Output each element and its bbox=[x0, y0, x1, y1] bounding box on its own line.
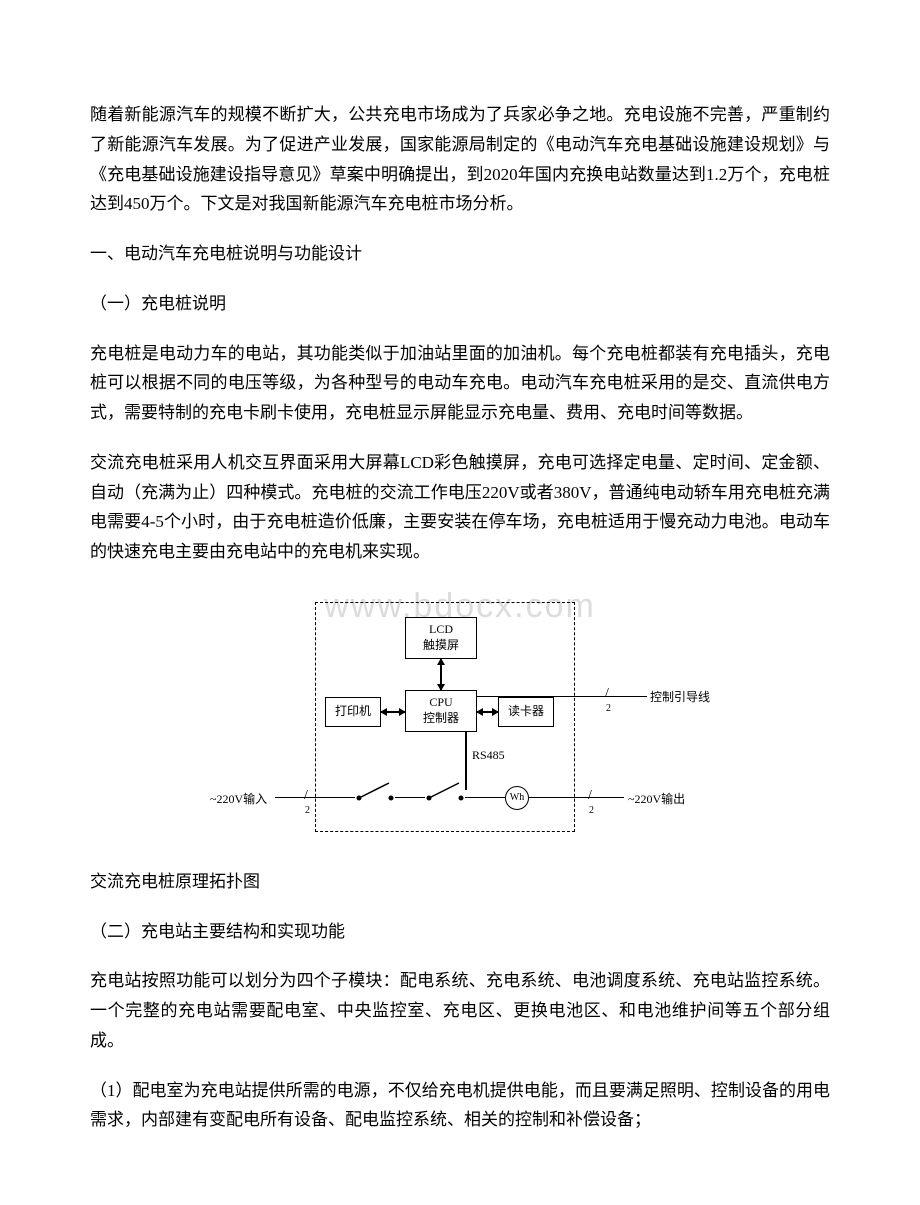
station-structure-desc: 充电站按照功能可以划分为四个子模块：配电系统、充电系统、电池调度系统、充电站监控… bbox=[90, 966, 830, 1055]
printer-box: 打印机 bbox=[325, 697, 381, 727]
subsection-1-1-heading: （一）充电桩说明 bbox=[90, 289, 830, 319]
in-slash: / bbox=[304, 789, 308, 803]
arrow-left-icon bbox=[380, 708, 387, 716]
output-220v-label: ~220V输出 bbox=[628, 789, 685, 810]
cpu-box: CPU 控制器 bbox=[405, 690, 477, 732]
wh-meter: Wh bbox=[505, 786, 529, 810]
cpu-label-1: CPU bbox=[429, 695, 452, 711]
pilot-slash-count: 2 bbox=[606, 700, 611, 718]
out-slash: / bbox=[588, 789, 592, 803]
power-in-seg1 bbox=[275, 797, 355, 799]
dist-room-desc: （1）配电室为充电站提供所需的电源，不仅给充电机提供电能，而且要满足照明、控制设… bbox=[90, 1076, 830, 1136]
ac-pile-topology-diagram: www.bdocx.com LCD 触摸屏 打印机 CPU 控制器 读卡器 bbox=[210, 587, 710, 847]
power-seg2 bbox=[395, 797, 425, 799]
cpu-wh-vert bbox=[465, 732, 467, 790]
switch-1-icon bbox=[355, 780, 395, 802]
reader-box: 读卡器 bbox=[498, 697, 554, 727]
pilot-line-label: 控制引导线 bbox=[650, 687, 710, 708]
diagram-caption: 交流充电桩原理拓扑图 bbox=[90, 867, 830, 897]
arrow-up-icon bbox=[437, 658, 445, 665]
lcd-box: LCD 触摸屏 bbox=[405, 617, 477, 659]
input-220v-label: ~220V输入 bbox=[210, 789, 267, 810]
reader-label: 读卡器 bbox=[508, 704, 544, 720]
wh-label: Wh bbox=[510, 789, 524, 807]
lcd-label-2: 触摸屏 bbox=[423, 638, 459, 654]
charging-pile-desc: 充电桩是电动力车的电站，其功能类似于加油站里面的加油机。每个充电桩都装有充电插头… bbox=[90, 339, 830, 428]
arrow-right-icon-2 bbox=[492, 708, 499, 716]
power-seg3 bbox=[465, 797, 505, 799]
cpu-label-2: 控制器 bbox=[423, 711, 459, 727]
switch-2-icon bbox=[425, 780, 465, 802]
intro-paragraph: 随着新能源汽车的规模不断扩大，公共充电市场成为了兵家必争之地。充电设施不完善，严… bbox=[90, 100, 830, 219]
pilot-slash: / bbox=[605, 687, 609, 701]
power-out-seg bbox=[529, 797, 624, 799]
ac-pile-desc: 交流充电桩采用人机交互界面采用大屏幕LCD彩色触摸屏，充电可选择定电量、定时间、… bbox=[90, 448, 830, 567]
printer-label: 打印机 bbox=[335, 704, 371, 720]
arrow-left-icon-2 bbox=[476, 708, 483, 716]
section-1-heading: 一、电动汽车充电桩说明与功能设计 bbox=[90, 239, 830, 269]
diagram-container: www.bdocx.com LCD 触摸屏 打印机 CPU 控制器 读卡器 bbox=[90, 587, 830, 847]
in-slash-count: 2 bbox=[305, 802, 310, 820]
arrow-right-icon bbox=[399, 708, 406, 716]
out-slash-count: 2 bbox=[589, 802, 594, 820]
arrow-down-icon bbox=[437, 684, 445, 691]
subsection-1-2-heading: （二）充电站主要结构和实现功能 bbox=[90, 917, 830, 947]
rs485-label: RS485 bbox=[472, 745, 505, 766]
lcd-label-1: LCD bbox=[429, 622, 453, 638]
